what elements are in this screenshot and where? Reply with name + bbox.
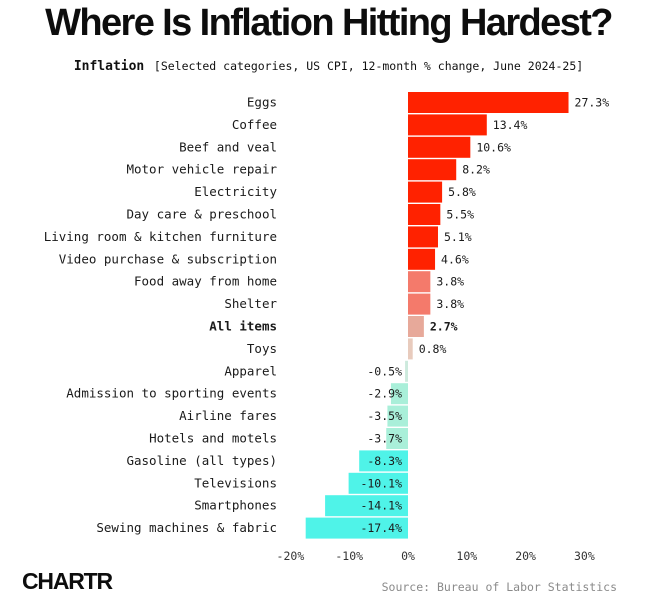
bar [408,293,431,315]
value-label: -14.1% [360,499,402,513]
value-label: 8.2% [462,163,490,177]
source-note: Source: Bureau of Labor Statistics [381,580,617,594]
chart-subtitle: Inflation [Selected categories, US CPI, … [0,55,657,74]
x-tick-label: 30% [574,549,595,563]
category-label: Motor vehicle repair [126,162,277,177]
value-label: 3.8% [436,275,464,289]
value-label: 27.3% [575,96,610,110]
value-label: 13.4% [493,118,528,132]
value-label: 5.8% [448,185,476,199]
bar [408,92,569,113]
x-tick-label: -10% [335,549,363,563]
bar [405,360,408,382]
subtitle-lead: Inflation [73,59,145,74]
value-label: -8.3% [367,454,402,468]
value-label: 2.7% [430,320,458,334]
category-label: Toys [247,341,277,356]
value-label: 0.8% [419,342,447,356]
chartr-logo: CHARTR [22,568,113,594]
x-tick-label: 10% [456,549,477,563]
bar [408,271,431,293]
category-label: Food away from home [134,274,277,289]
value-label: -0.5% [367,364,402,378]
value-label: -10.1% [360,476,402,490]
category-label: Eggs [247,95,277,110]
category-label: Smartphones [194,498,277,513]
bar [387,405,408,427]
value-label: 5.1% [444,230,472,244]
value-label: -17.4% [360,521,402,535]
category-label: Sewing machines & fabric [96,520,277,535]
category-label: Coffee [232,117,277,132]
category-label: Electricity [194,184,277,199]
value-label: -2.9% [367,387,402,401]
bar [408,338,413,360]
category-label: Video purchase & subscription [59,251,277,266]
bar [348,472,408,494]
chart-title: Where Is Inflation Hitting Hardest? [45,2,613,44]
bar [359,450,408,472]
category-label: Shelter [224,296,277,311]
category-label: Hotels and motels [149,431,277,446]
bar [408,159,457,181]
bar [408,136,471,158]
category-label: All items [209,319,277,334]
category-label: Living room & kitchen furniture [44,229,277,244]
bar [408,114,487,136]
value-label: 4.6% [441,252,469,266]
category-label: Admission to sporting events [66,386,277,401]
bar [408,204,441,225]
bar [325,495,408,517]
value-label: 10.6% [476,140,511,154]
bar [408,226,438,248]
value-label: 5.5% [446,208,474,222]
category-label: Gasoline (all types) [126,453,277,468]
bar [390,383,408,405]
bar [386,428,408,449]
category-label: Day care & preschool [126,207,277,222]
bar [408,316,424,337]
bar [408,248,436,270]
category-label: Apparel [224,363,277,378]
subtitle-detail: [Selected categories, US CPI, 12-month %… [153,59,584,73]
x-tick-label: 0% [401,549,415,563]
value-label: -3.7% [367,432,402,446]
x-tick-label: -20% [277,549,305,563]
category-label: Beef and veal [179,139,277,154]
bar [408,181,443,203]
category-label: Airline fares [179,408,277,423]
value-label: 3.8% [436,297,464,311]
category-label: Televisions [194,475,277,490]
value-label: -3.5% [367,409,402,423]
x-tick-label: 20% [515,549,536,563]
bar [305,517,408,539]
